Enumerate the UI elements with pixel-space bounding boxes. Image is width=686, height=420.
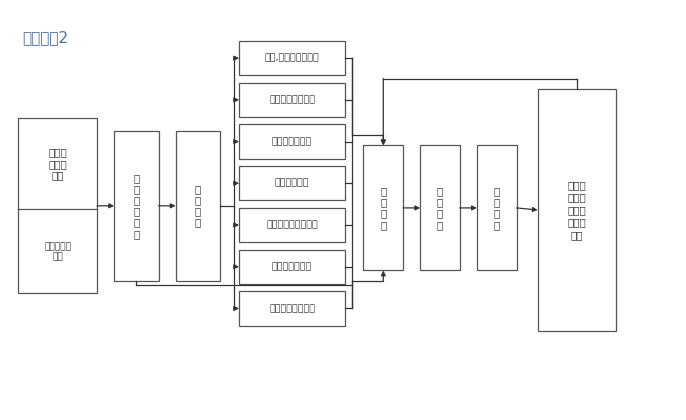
Text: 洞内超
前地质
预报: 洞内超 前地质 预报 (49, 147, 67, 180)
Text: 对预报
成果进
行工后
确报与
复核: 对预报 成果进 行工后 确报与 复核 (567, 180, 587, 240)
Text: 高地温可能性判释: 高地温可能性判释 (269, 95, 315, 104)
Text: 涌水,涌泥可能性判释: 涌水,涌泥可能性判释 (265, 54, 320, 63)
Text: 序参见图2: 序参见图2 (22, 31, 68, 46)
Bar (477, 145, 517, 270)
Bar (239, 41, 345, 75)
Bar (176, 131, 220, 281)
Bar (364, 145, 403, 270)
Bar (239, 83, 345, 117)
Text: 设
计
单
位: 设 计 单 位 (380, 186, 386, 230)
Text: 超前水平钻
探孔: 超前水平钻 探孔 (45, 242, 71, 261)
Text: 专
家
评
判: 专 家 评 判 (195, 184, 201, 228)
Text: 其他地质病害判释: 其他地质病害判释 (269, 304, 315, 313)
Bar (421, 145, 460, 270)
Bar (239, 249, 345, 284)
Text: 实
施
施
工: 实 施 施 工 (494, 186, 500, 230)
Text: 信
息
采
集
收
集: 信 息 采 集 收 集 (133, 173, 139, 239)
Bar (239, 166, 345, 200)
Text: 动
态
设
计: 动 态 设 计 (437, 186, 443, 230)
Bar (538, 89, 616, 331)
Bar (239, 208, 345, 242)
Bar (239, 291, 345, 326)
Text: 软岩变形可能性判释: 软岩变形可能性判释 (266, 220, 318, 229)
Bar (19, 118, 97, 294)
Text: 断层可能性判释: 断层可能性判释 (272, 137, 312, 146)
Bar (239, 124, 345, 159)
Bar (114, 131, 158, 281)
Text: 高地应力判释: 高地应力判释 (275, 179, 309, 188)
Text: 岩爆可能性判释: 岩爆可能性判释 (272, 262, 312, 271)
